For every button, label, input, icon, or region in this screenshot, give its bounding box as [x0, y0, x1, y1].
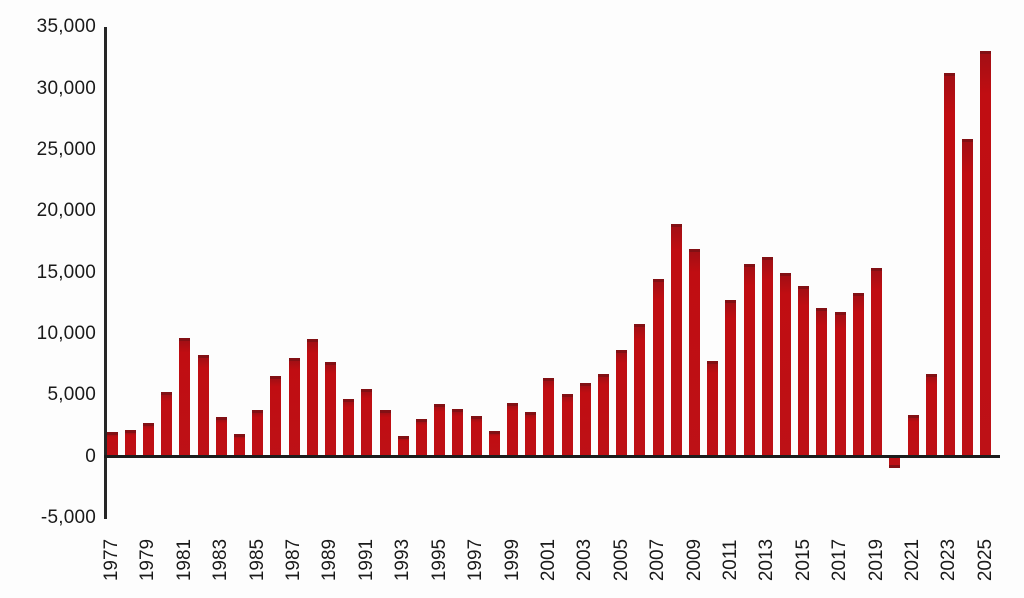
- x-tick-label-1999: 1999: [501, 538, 523, 582]
- x-tick-label-1993: 1993: [392, 538, 414, 582]
- x-tick-label-2015: 2015: [792, 538, 814, 582]
- y-tick-label-10000: 10,000: [36, 322, 96, 344]
- bar-2014: [780, 272, 792, 457]
- bar-2000: [525, 412, 537, 457]
- bar-1992: [379, 409, 391, 457]
- bar-1990: [343, 398, 355, 457]
- x-tick-label-2023: 2023: [938, 538, 960, 582]
- x-tick-label-2009: 2009: [683, 538, 705, 582]
- x-tick-label-1981: 1981: [173, 538, 195, 582]
- x-tick-label-1985: 1985: [246, 538, 268, 582]
- bar-2022: [925, 374, 937, 457]
- x-tick-label-1995: 1995: [428, 538, 450, 582]
- x-tick-label-2025: 2025: [974, 538, 996, 582]
- bar-2016: [816, 308, 828, 457]
- x-tick-label-2017: 2017: [829, 538, 851, 582]
- bar-1984: [233, 434, 245, 457]
- bar-2015: [798, 286, 810, 457]
- x-tick-label-2013: 2013: [756, 538, 778, 582]
- bar-2020: [889, 456, 901, 468]
- y-tick-label-0: 0: [85, 445, 96, 467]
- bar-2006: [634, 324, 646, 457]
- bar-2001: [543, 378, 555, 457]
- y-tick-label-35000: 35,000: [36, 16, 96, 38]
- y-tick-label-25000: 25,000: [36, 139, 96, 160]
- x-tick-label-2007: 2007: [647, 538, 669, 582]
- x-tick-label-1983: 1983: [210, 538, 232, 582]
- bar-1991: [361, 389, 373, 457]
- bar-1988: [306, 338, 318, 457]
- x-tick-label-2021: 2021: [902, 538, 924, 582]
- x-tick-label-1991: 1991: [355, 538, 377, 582]
- bar-2017: [834, 311, 846, 457]
- bar-2023: [943, 72, 955, 457]
- bar-1985: [252, 409, 264, 457]
- bar-1980: [161, 391, 173, 457]
- bar-1998: [488, 430, 500, 457]
- x-tick-label-1997: 1997: [465, 538, 487, 582]
- x-tick-label-1977: 1977: [101, 538, 122, 582]
- bar-2012: [743, 264, 755, 457]
- y-tick-label-15000: 15,000: [36, 261, 96, 283]
- bar-2010: [707, 360, 719, 457]
- bar-1994: [415, 418, 427, 457]
- x-tick-label-2003: 2003: [574, 538, 596, 582]
- bar-2004: [598, 374, 610, 457]
- bar-1979: [142, 423, 154, 457]
- x-tick-label-1987: 1987: [283, 538, 305, 582]
- bar-1987: [288, 358, 300, 457]
- y-tick-label-20000: 20,000: [36, 200, 96, 222]
- bar-2025: [980, 50, 992, 457]
- x-tick-label-2005: 2005: [610, 538, 632, 582]
- bar-2008: [670, 223, 682, 457]
- bar-1977: [106, 432, 118, 457]
- y-axis-line: [104, 27, 107, 519]
- bar-2011: [725, 299, 737, 457]
- x-tick-label-1989: 1989: [319, 538, 341, 582]
- bar-1983: [215, 417, 227, 457]
- bar-2024: [962, 139, 974, 457]
- bar-2013: [761, 256, 773, 457]
- x-tick-label-1979: 1979: [137, 538, 159, 582]
- bar-2005: [616, 349, 628, 457]
- y-tick-label--5000: -5,000: [40, 506, 96, 528]
- bar-1996: [452, 408, 464, 457]
- bar-2003: [579, 382, 591, 457]
- bar-2007: [652, 278, 664, 457]
- x-tick-label-2019: 2019: [865, 538, 887, 582]
- bar-1999: [507, 402, 518, 457]
- bar-1993: [397, 435, 409, 457]
- x-tick-label-2001: 2001: [537, 538, 559, 582]
- bar-1981: [179, 337, 191, 457]
- x-tick-label-2011: 2011: [719, 539, 741, 581]
- x-axis-zero-line: [104, 455, 1000, 458]
- y-tick-label-30000: 30,000: [36, 77, 96, 99]
- bar-2009: [689, 249, 701, 457]
- bar-1982: [197, 354, 209, 457]
- bar-1989: [324, 362, 336, 457]
- bar-1978: [124, 429, 136, 457]
- bar-1997: [470, 416, 482, 457]
- bar-1986: [270, 375, 282, 457]
- bar-2002: [561, 394, 573, 457]
- bar-2021: [907, 414, 919, 457]
- bar-2018: [852, 293, 864, 457]
- y-tick-label-5000: 5,000: [47, 384, 96, 406]
- bar-1995: [434, 403, 446, 457]
- bar-2019: [871, 267, 883, 457]
